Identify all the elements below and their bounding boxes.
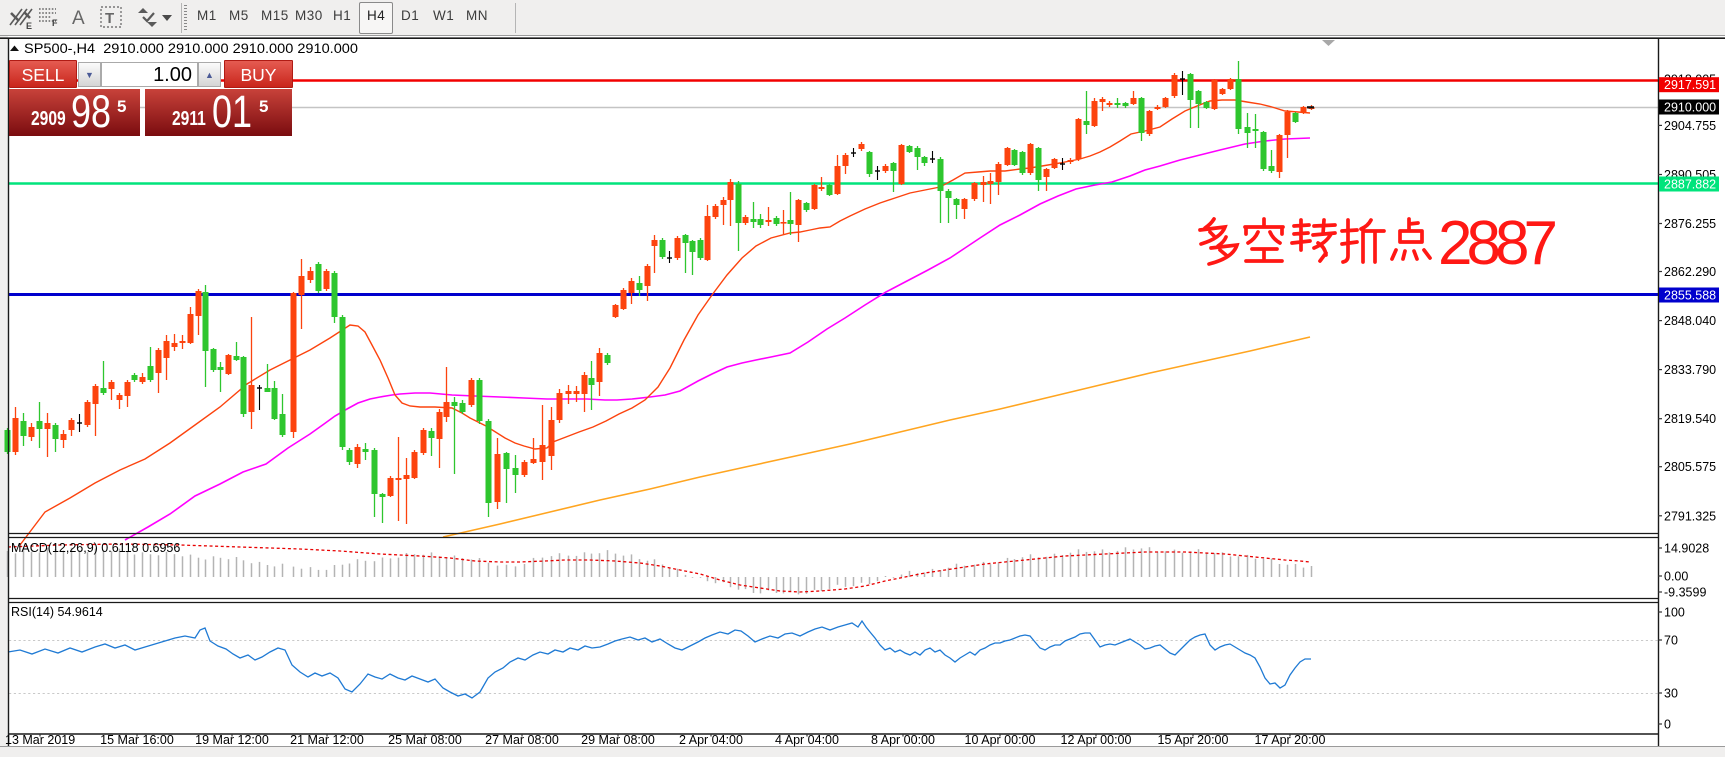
svg-text:17 Apr 20:00: 17 Apr 20:00 — [1255, 733, 1326, 747]
svg-text:2862.290: 2862.290 — [1664, 265, 1716, 279]
svg-text:27 Mar 08:00: 27 Mar 08:00 — [485, 733, 559, 747]
svg-text:2855.588: 2855.588 — [1664, 289, 1716, 303]
svg-text:2887.882: 2887.882 — [1664, 178, 1716, 192]
svg-text:2805.575: 2805.575 — [1664, 460, 1716, 474]
svg-text:4 Apr 04:00: 4 Apr 04:00 — [775, 733, 839, 747]
svg-text:0: 0 — [1664, 718, 1671, 732]
svg-text:2848.040: 2848.040 — [1664, 314, 1716, 328]
svg-text:8 Apr 00:00: 8 Apr 00:00 — [871, 733, 935, 747]
svg-text:F: F — [52, 18, 58, 28]
svg-text:2876.255: 2876.255 — [1664, 217, 1716, 231]
svg-text:2833.790: 2833.790 — [1664, 363, 1716, 377]
svg-text:10 Apr 00:00: 10 Apr 00:00 — [965, 733, 1036, 747]
svg-text:RSI(14) 54.9614: RSI(14) 54.9614 — [11, 605, 103, 619]
svg-text:70: 70 — [1664, 634, 1678, 648]
svg-text:2887: 2887 — [1438, 209, 1558, 278]
svg-text:15 Apr 20:00: 15 Apr 20:00 — [1158, 733, 1229, 747]
svg-text:100: 100 — [1664, 606, 1685, 620]
svg-text:SP500-,H4 2910.000 2910.000 2: SP500-,H4 2910.000 2910.000 2910.000 291… — [24, 41, 358, 56]
svg-text:15 Mar 16:00: 15 Mar 16:00 — [100, 733, 174, 747]
svg-text:MACD(12,26,9) 0.6118 0.6956: MACD(12,26,9) 0.6118 0.6956 — [11, 541, 180, 555]
svg-text:E: E — [26, 21, 32, 31]
svg-text:2 Apr 04:00: 2 Apr 04:00 — [679, 733, 743, 747]
svg-text:13 Mar 2019: 13 Mar 2019 — [5, 733, 75, 747]
svg-text:0.00: 0.00 — [1664, 570, 1688, 584]
svg-text:2819.540: 2819.540 — [1664, 412, 1716, 426]
svg-text:21 Mar 12:00: 21 Mar 12:00 — [290, 733, 364, 747]
svg-text:25 Mar 08:00: 25 Mar 08:00 — [388, 733, 462, 747]
svg-text:2904.755: 2904.755 — [1664, 119, 1716, 133]
svg-text:30: 30 — [1664, 687, 1678, 701]
svg-text:T: T — [105, 10, 114, 27]
svg-text:29 Mar 08:00: 29 Mar 08:00 — [581, 733, 655, 747]
svg-text:12 Apr 00:00: 12 Apr 00:00 — [1061, 733, 1132, 747]
svg-text:-9.3599: -9.3599 — [1664, 586, 1706, 600]
svg-text:2910.000: 2910.000 — [1664, 101, 1716, 115]
svg-text:2917.591: 2917.591 — [1664, 78, 1716, 92]
svg-text:A: A — [72, 8, 85, 29]
svg-text:2791.325: 2791.325 — [1664, 509, 1716, 523]
svg-text:14.9028: 14.9028 — [1664, 542, 1709, 556]
svg-text:19 Mar 12:00: 19 Mar 12:00 — [195, 733, 269, 747]
